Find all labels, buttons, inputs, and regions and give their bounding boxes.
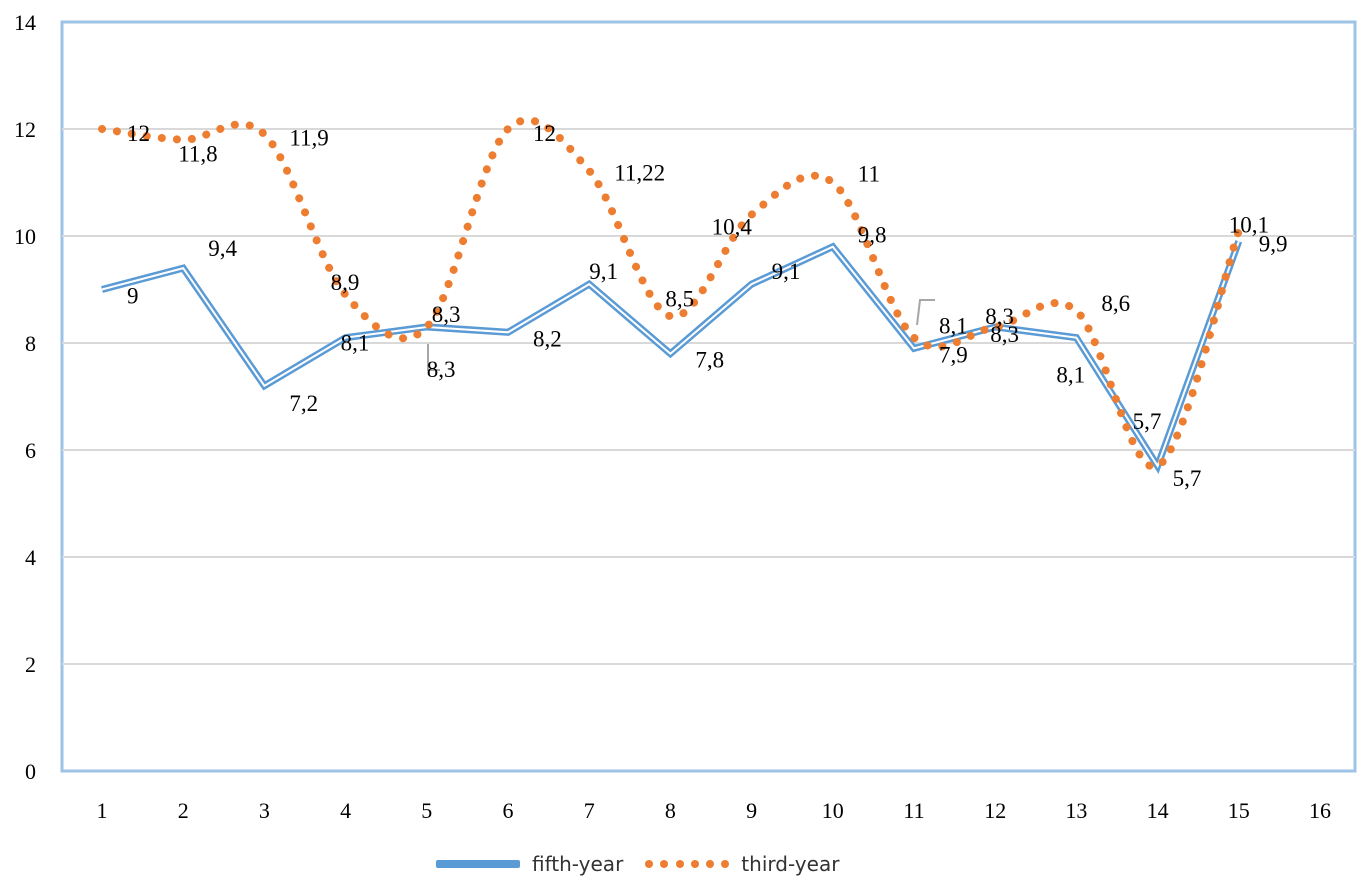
x-tick-label: 14	[1147, 798, 1169, 823]
data-label-third-year: 8,1	[939, 314, 968, 339]
data-label-fifth-year: 7,9	[939, 342, 968, 367]
x-tick-label: 16	[1309, 798, 1331, 823]
legend-swatch-dotted	[645, 859, 730, 868]
data-label-fifth-year: 9,1	[772, 259, 801, 284]
x-tick-label: 5	[421, 798, 432, 823]
y-tick-label: 4	[25, 545, 36, 570]
data-label-third-year: 8,3	[985, 304, 1014, 329]
data-label-third-year: 11	[858, 162, 880, 187]
data-label-fifth-year: 8,3	[990, 322, 1019, 347]
y-tick-label: 10	[14, 224, 36, 249]
x-tick-label: 12	[984, 798, 1006, 823]
data-label-fifth-year: 9,9	[1259, 231, 1288, 256]
plot-frame	[60, 20, 1357, 773]
data-label-fifth-year: 7,2	[289, 391, 318, 416]
data-label-third-year: 8,6	[1101, 291, 1130, 316]
x-tick-label: 13	[1065, 798, 1087, 823]
data-label-fifth-year: 9,4	[208, 236, 237, 261]
legend-swatch-solid	[436, 859, 520, 868]
data-label-fifth-year: 9,8	[858, 223, 887, 248]
data-label-third-year: 8,9	[331, 270, 360, 295]
data-label-third-year: 11,9	[289, 125, 328, 150]
y-tick-label: 6	[25, 438, 36, 463]
data-label-fifth-year: 7,8	[695, 348, 724, 373]
legend: fifth-year third-year	[0, 848, 1359, 879]
legend-item-third-year: third-year	[645, 852, 839, 876]
data-label-fifth-year: 5,7	[1173, 466, 1202, 491]
x-tick-label: 11	[903, 798, 924, 823]
data-label-fifth-year: 8,1	[341, 331, 370, 356]
y-tick-label: 0	[25, 759, 36, 784]
data-label-third-year: 12	[533, 121, 556, 146]
x-tick-label: 15	[1228, 798, 1250, 823]
data-label-fifth-year: 9,1	[589, 259, 618, 284]
y-tick-label: 14	[14, 10, 36, 35]
leader-line	[916, 299, 935, 326]
leader-line	[427, 344, 440, 371]
data-label-fifth-year: 8,1	[1056, 363, 1085, 388]
series-line-fifth-year-inner	[101, 241, 1240, 469]
data-label-third-year: 11,8	[178, 142, 217, 167]
x-tick-label: 2	[178, 798, 189, 823]
x-tick-label: 9	[746, 798, 757, 823]
legend-label-fifth-year: fifth-year	[532, 851, 624, 876]
x-tick-label: 6	[503, 798, 514, 823]
x-tick-label: 7	[584, 798, 595, 823]
data-label-third-year: 11,22	[614, 161, 665, 186]
data-label-fifth-year: 8,2	[533, 326, 562, 351]
data-label-fifth-year: 9	[127, 284, 139, 309]
legend-item-fifth-year: fifth-year	[436, 852, 623, 876]
data-label-third-year: 5,7	[1133, 409, 1162, 434]
y-tick-label: 2	[25, 652, 36, 677]
x-tick-label: 10	[822, 798, 844, 823]
data-label-third-year: 8,3	[427, 357, 456, 382]
series-line-third-year	[98, 116, 1243, 471]
x-tick-label: 8	[665, 798, 676, 823]
y-tick-label: 8	[25, 331, 36, 356]
y-tick-label: 12	[14, 117, 36, 142]
x-tick-label: 3	[259, 798, 270, 823]
x-tick-label: 1	[97, 798, 108, 823]
data-label-third-year: 8,5	[665, 286, 694, 311]
data-label-third-year: 10,1	[1229, 213, 1269, 238]
data-label-fifth-year: 8,3	[432, 302, 461, 327]
data-label-third-year: 10,4	[712, 215, 753, 240]
legend-label-third-year: third-year	[741, 851, 840, 876]
x-tick-label: 4	[340, 798, 351, 823]
data-label-third-year: 12	[127, 121, 150, 146]
